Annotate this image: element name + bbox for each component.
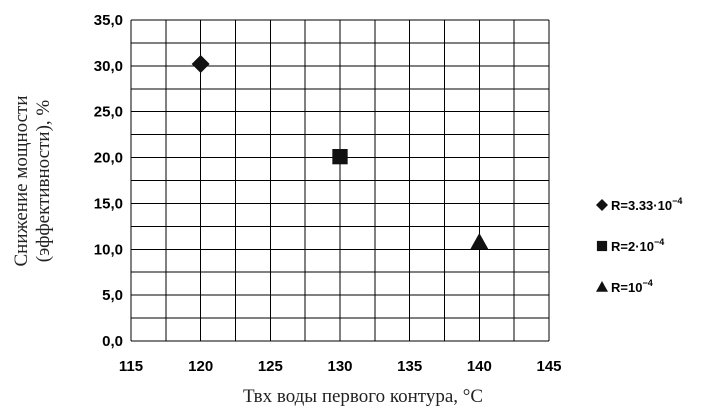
legend-marker-diamond	[596, 199, 608, 211]
x-tick-label: 120	[188, 358, 213, 375]
y-tick-label: 20,0	[94, 150, 123, 167]
y-axis-ticks: 0,0 5,0 10,0 15,0 20,0 25,0 30,0 35,0	[94, 12, 123, 350]
data-point-triangle	[470, 232, 489, 250]
legend: R=3.33·10−4 R=2·10−4 R=10−4	[596, 196, 682, 295]
legend-label: R=10−4	[611, 278, 653, 295]
x-tick-label: 135	[397, 358, 422, 375]
chart-grid	[130, 19, 550, 342]
y-tick-label: 15,0	[94, 195, 123, 212]
y-tick-label: 35,0	[94, 12, 123, 29]
data-points	[191, 55, 489, 250]
y-tick-label: 10,0	[94, 241, 123, 258]
x-axis-ticks: 115 120 125 130 135 140 145	[119, 358, 562, 375]
x-tick-label: 115	[119, 358, 143, 375]
y-tick-label: 0,0	[102, 333, 123, 350]
y-axis-title: Снижение мощности (эффективности), %	[11, 95, 54, 266]
legend-marker-triangle	[596, 281, 608, 292]
legend-label: R=2·10−4	[611, 237, 664, 254]
legend-label: R=3.33·10−4	[611, 196, 682, 213]
x-tick-label: 145	[536, 358, 561, 375]
y-tick-label: 30,0	[94, 58, 123, 75]
x-tick-label: 125	[258, 358, 283, 375]
legend-marker-square	[596, 240, 608, 252]
y-axis-title-line1: Снижение мощности	[11, 95, 32, 266]
x-axis-title: Твх воды первого контура, °С	[243, 386, 483, 407]
data-point-diamond	[191, 55, 210, 74]
x-tick-label: 140	[467, 358, 492, 375]
y-axis-title-line2: (эффективности), %	[33, 100, 54, 263]
y-tick-label: 25,0	[94, 104, 123, 121]
data-point-square	[332, 149, 348, 165]
x-tick-label: 130	[327, 358, 352, 375]
y-tick-label: 5,0	[102, 287, 123, 304]
